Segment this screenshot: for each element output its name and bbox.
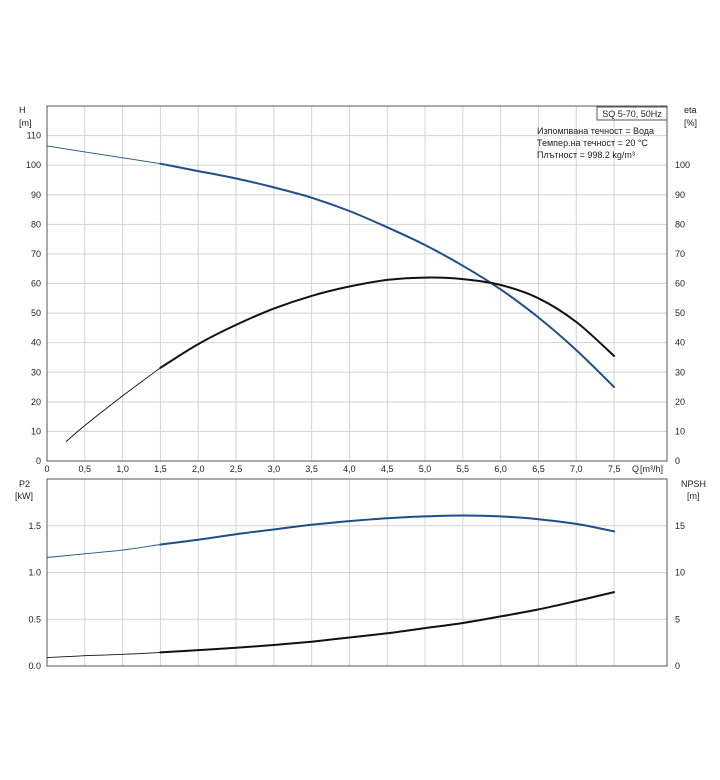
info-line-liquid: Изпомпвана течност = Вода <box>537 126 654 136</box>
top-left-tick-label: 90 <box>31 190 41 200</box>
bottom-right-tick-label: 10 <box>675 568 685 578</box>
top-series <box>46 145 616 443</box>
x-tick-label: 2,5 <box>230 464 243 474</box>
x-tick-label: 3,5 <box>305 464 318 474</box>
top-left-tick-label: 100 <box>26 160 41 170</box>
bottom-series <box>46 514 616 659</box>
x-tick-label: 0 <box>44 464 49 474</box>
top-left-tick-label: 10 <box>31 426 41 436</box>
x-tick-label: 6,5 <box>532 464 545 474</box>
x-axis-label-q: Q <box>632 464 639 474</box>
bottom-right-tick-label: 0 <box>675 661 680 671</box>
top-ticks: 0 0,5 1,0 1,5 2,0 2,5 3,0 3,5 4,0 4,5 5,0 5,5 6,0 6,5… <box>26 131 690 474</box>
top-left-tick-label: 0 <box>36 456 41 466</box>
bottom-right-axis-unit: [m] <box>687 491 700 501</box>
model-label-box <box>596 106 668 121</box>
bottom-left-tick-label: 0.5 <box>28 614 41 624</box>
bottom-right-tick-label: 15 <box>675 521 685 531</box>
top-right-tick-label: 90 <box>675 190 685 200</box>
top-right-tick-label: 80 <box>675 219 685 229</box>
top-head-curve <box>159 162 616 388</box>
bottom-ticks: 0.0 0.5 1.0 1.5 0 5 10 15 <box>28 521 685 671</box>
top-left-axis-unit: [m] <box>19 118 32 128</box>
top-head-curve-thin <box>46 145 161 165</box>
top-left-tick-label: 20 <box>31 397 41 407</box>
top-plot-frame <box>46 105 668 462</box>
top-left-tick-label: 110 <box>27 131 41 141</box>
x-tick-label: 4,0 <box>343 464 356 474</box>
bottom-plot-frame <box>46 478 668 667</box>
top-right-tick-label: 10 <box>675 426 685 436</box>
x-tick-label: 0,5 <box>79 464 92 474</box>
bottom-left-tick-label: 1.5 <box>28 521 41 531</box>
top-eta-curve <box>159 276 616 369</box>
x-tick-label: 6,0 <box>494 464 507 474</box>
top-left-tick-label: 50 <box>31 308 41 318</box>
top-right-tick-label: 100 <box>675 160 690 170</box>
top-left-axis-label: H <box>19 105 26 115</box>
bottom-left-tick-label: 0.0 <box>28 661 41 671</box>
x-tick-label: 7,0 <box>570 464 583 474</box>
info-line-density: Плътност = 998.2 kg/m³ <box>537 150 635 160</box>
top-left-tick-label: 60 <box>31 279 41 289</box>
x-tick-label: 4,5 <box>381 464 394 474</box>
x-tick-label: 7,5 <box>608 464 621 474</box>
x-tick-label: 5,5 <box>457 464 470 474</box>
bottom-left-axis-unit: [kW] <box>15 491 33 501</box>
top-right-tick-label: 60 <box>675 279 685 289</box>
top-left-tick-label: 30 <box>31 367 41 377</box>
bottom-p2-curve <box>159 514 616 546</box>
bottom-right-tick-label: 5 <box>675 614 680 624</box>
top-left-tick-label: 80 <box>31 219 41 229</box>
top-right-tick-label: 40 <box>675 338 685 348</box>
bottom-npsh-curve <box>159 591 616 654</box>
bottom-grid <box>46 479 667 667</box>
bottom-p2-curve-thin <box>46 544 161 558</box>
top-right-axis-label: eta <box>684 105 697 115</box>
x-tick-label: 3,0 <box>268 464 281 474</box>
info-line-temperature: Темпер.на течност = 20 °C <box>537 138 648 148</box>
top-left-tick-label: 40 <box>31 338 41 348</box>
top-right-tick-label: 70 <box>675 249 685 259</box>
bottom-npsh-curve-thin <box>46 651 161 659</box>
bottom-left-tick-label: 1.0 <box>28 568 41 578</box>
top-right-tick-label: 20 <box>675 397 685 407</box>
x-tick-label: 2,0 <box>192 464 205 474</box>
bottom-right-axis-label: NPSH <box>681 479 706 489</box>
top-eta-curve-thin <box>65 367 161 443</box>
top-right-tick-label: 0 <box>675 456 680 466</box>
top-right-tick-label: 30 <box>675 367 685 377</box>
model-label: SQ 5-70, 50Hz <box>602 109 662 119</box>
x-tick-label: 1,0 <box>116 464 129 474</box>
bottom-left-axis-label: P2 <box>19 479 30 489</box>
x-tick-label: 1,5 <box>154 464 167 474</box>
top-right-axis-unit: [%] <box>684 118 697 128</box>
top-left-tick-label: 70 <box>31 249 41 259</box>
top-right-tick-label: 50 <box>675 308 685 318</box>
x-tick-label: 5,0 <box>419 464 432 474</box>
x-axis-label-unit: [m³/h] <box>640 464 663 474</box>
